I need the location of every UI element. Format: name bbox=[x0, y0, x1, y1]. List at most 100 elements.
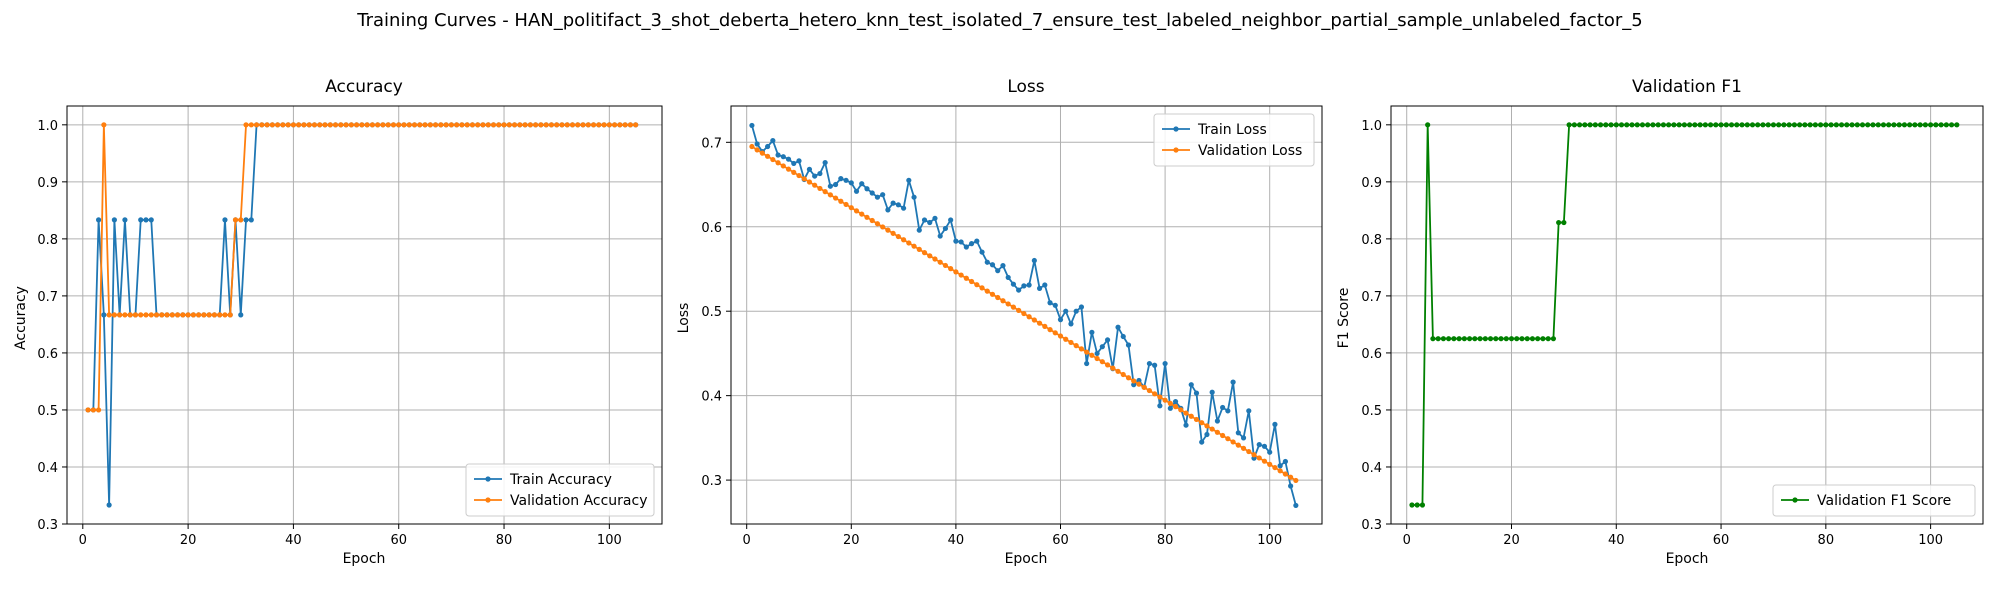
accuracy-data-point bbox=[132, 312, 139, 318]
loss-data-point bbox=[833, 181, 839, 188]
loss-data-point bbox=[916, 227, 922, 233]
loss-data-point bbox=[838, 198, 844, 204]
loss-data-point bbox=[1251, 452, 1257, 458]
loss-data-point bbox=[1110, 365, 1116, 371]
loss-data-point bbox=[1199, 439, 1205, 445]
loss-data-point bbox=[1036, 285, 1043, 291]
loss-data-point bbox=[895, 202, 901, 208]
accuracy-data-point bbox=[264, 122, 270, 128]
accuracy-y-tick-label: 0.5 bbox=[37, 404, 58, 419]
loss-data-point bbox=[1063, 308, 1069, 314]
loss-data-point bbox=[900, 237, 907, 243]
loss-data-point bbox=[1277, 468, 1283, 474]
loss-y-tick-label: 0.3 bbox=[701, 474, 722, 489]
loss-data-point bbox=[1288, 483, 1294, 489]
validation-f1-data-point bbox=[1529, 336, 1536, 342]
loss-data-point bbox=[1120, 333, 1126, 340]
accuracy-data-point bbox=[590, 122, 597, 128]
accuracy-data-point bbox=[322, 122, 328, 128]
loss-data-point bbox=[1052, 302, 1058, 308]
loss-data-point bbox=[968, 278, 975, 285]
loss-data-point bbox=[1099, 344, 1105, 350]
loss-data-point bbox=[864, 214, 870, 220]
accuracy-data-point bbox=[564, 122, 570, 128]
loss-data-point bbox=[1267, 449, 1273, 455]
validation-f1-y-tick-label: 0.3 bbox=[1361, 518, 1382, 533]
loss-data-point bbox=[932, 256, 938, 262]
loss-data-point bbox=[1214, 418, 1220, 424]
loss-series-validation-loss bbox=[749, 143, 1299, 484]
accuracy-data-point bbox=[612, 122, 618, 128]
validation-f1-data-point bbox=[1749, 122, 1756, 128]
validation-f1-data-point bbox=[1655, 122, 1661, 128]
loss-data-point bbox=[1021, 283, 1027, 289]
accuracy-data-point bbox=[122, 312, 128, 318]
accuracy-y-tick-label: 1.0 bbox=[37, 119, 58, 134]
loss-data-point bbox=[853, 188, 860, 194]
loss-data-point bbox=[1016, 307, 1022, 313]
validation-f1-data-point bbox=[1781, 122, 1787, 128]
validation-f1-data-point bbox=[1498, 336, 1504, 342]
loss-x-tick-label: 100 bbox=[1257, 533, 1282, 548]
validation-f1-data-point bbox=[1896, 122, 1902, 128]
loss-data-point bbox=[1089, 329, 1095, 335]
loss-data-point bbox=[1230, 379, 1236, 385]
loss-data-point bbox=[974, 238, 980, 244]
loss-data-point bbox=[843, 201, 849, 208]
loss-data-point bbox=[1214, 429, 1220, 435]
accuracy-data-point bbox=[517, 122, 523, 128]
loss-data-point bbox=[948, 217, 954, 223]
validation-f1-data-point bbox=[1650, 122, 1656, 128]
accuracy-data-point bbox=[106, 312, 112, 318]
loss-legend-label: Validation Loss bbox=[1198, 143, 1302, 159]
validation-f1-data-point bbox=[1739, 122, 1745, 128]
loss-data-point bbox=[827, 183, 833, 189]
loss-data-point bbox=[1063, 336, 1069, 342]
accuracy-data-point bbox=[169, 312, 175, 318]
accuracy-data-point bbox=[454, 122, 460, 128]
validation-f1-data-point bbox=[1770, 122, 1777, 128]
loss-data-point bbox=[880, 224, 886, 230]
accuracy-data-point bbox=[143, 217, 149, 223]
accuracy-data-point bbox=[533, 122, 539, 128]
loss-data-point bbox=[843, 177, 849, 183]
validation-f1-data-point bbox=[1886, 122, 1892, 128]
validation-f1-data-point bbox=[1566, 122, 1572, 128]
loss-data-point bbox=[822, 189, 828, 195]
loss-data-point bbox=[806, 179, 813, 185]
loss-data-point bbox=[953, 238, 959, 244]
accuracy-x-tick-label: 100 bbox=[597, 533, 622, 548]
loss-data-point bbox=[1246, 408, 1252, 414]
loss-data-point bbox=[1188, 382, 1194, 388]
validation-f1-data-point bbox=[1435, 336, 1441, 342]
validation-f1-data-point bbox=[1954, 122, 1960, 128]
accuracy-data-point bbox=[522, 122, 528, 128]
loss-data-point bbox=[1204, 431, 1210, 438]
loss-data-point bbox=[1084, 360, 1090, 367]
accuracy-data-point bbox=[506, 122, 512, 128]
validation-f1-data-point bbox=[1802, 122, 1808, 128]
validation-f1-data-point bbox=[1508, 336, 1515, 342]
loss-data-point bbox=[1272, 464, 1278, 471]
validation-f1-data-point bbox=[1702, 122, 1708, 128]
accuracy-data-point bbox=[211, 312, 218, 318]
accuracy-data-point bbox=[490, 122, 497, 128]
loss-data-point bbox=[838, 176, 844, 182]
loss-data-point bbox=[1010, 281, 1017, 287]
validation-f1-x-tick-label: 20 bbox=[1503, 533, 1520, 548]
loss-data-point bbox=[948, 266, 954, 272]
validation-f1-data-point bbox=[1760, 122, 1766, 128]
accuracy-data-point bbox=[448, 122, 454, 128]
loss-data-point bbox=[937, 233, 943, 239]
accuracy-data-point bbox=[238, 312, 244, 318]
loss-data-point bbox=[911, 194, 917, 200]
validation-f1-x-tick-label: 60 bbox=[1713, 533, 1730, 548]
accuracy-data-point bbox=[406, 122, 412, 128]
loss-data-point bbox=[1261, 443, 1268, 449]
validation-f1-data-point bbox=[1582, 122, 1588, 128]
validation-f1-y-tick-label: 0.5 bbox=[1361, 404, 1382, 419]
validation-f1-data-point bbox=[1624, 122, 1630, 128]
validation-f1-data-point bbox=[1823, 122, 1829, 128]
validation-f1-data-point bbox=[1639, 122, 1646, 128]
validation-f1-data-point bbox=[1707, 122, 1714, 128]
